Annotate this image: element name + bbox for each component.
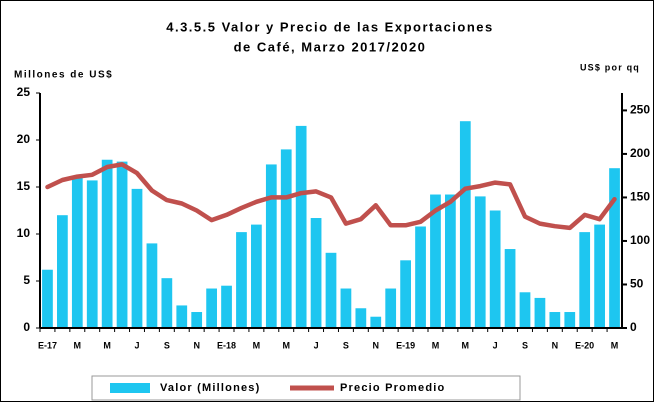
bar: [101, 159, 113, 328]
bar: [534, 297, 546, 328]
bar: [131, 188, 143, 328]
bar: [295, 125, 307, 329]
y2-tick-label: 100: [630, 233, 650, 247]
x-tick-label: E-17: [38, 340, 57, 350]
bar: [504, 249, 516, 328]
y-tick-label: 15: [17, 179, 31, 193]
bar: [519, 292, 531, 328]
legend-label: Valor (Millones): [160, 382, 261, 394]
bar: [251, 224, 262, 328]
y-axis-label: Millones de US$: [14, 70, 113, 81]
legend-label: Precio Promedio: [340, 382, 445, 394]
x-tick-label: J: [134, 340, 139, 350]
x-tick-label: J: [314, 340, 319, 350]
y-tick-label: 25: [17, 85, 31, 99]
y-tick-label: 5: [23, 273, 30, 287]
line: [45, 162, 617, 231]
bar: [206, 288, 217, 328]
bar: [116, 161, 128, 328]
bar: [489, 210, 501, 328]
bar: [325, 252, 337, 328]
x-tick-label: S: [343, 340, 349, 350]
y2-tick-label: 150: [630, 190, 650, 204]
y2-tick-label: 250: [630, 103, 650, 117]
bar: [146, 243, 158, 328]
x-tick-label: M: [282, 340, 290, 350]
bar: [161, 278, 173, 328]
x-tick-label: N: [373, 340, 380, 350]
chart-title: de Café, Marzo 2017/2020: [234, 39, 427, 54]
bar: [459, 121, 471, 328]
bar: [445, 194, 456, 328]
x-tick-label: M: [611, 340, 619, 350]
bar: [42, 269, 53, 328]
y2-tick-label: 50: [630, 277, 644, 291]
y2-axis-label: US$ por qq: [580, 62, 640, 72]
x-tick-label: N: [193, 340, 200, 350]
bar: [474, 196, 486, 328]
chart-title: 4.3.5.5 Valor y Precio de las Exportacio…: [166, 19, 494, 34]
x-tick-label: J: [493, 340, 498, 350]
x-tick-label: M: [253, 340, 261, 350]
bar: [71, 177, 83, 328]
x-tick-label: E-18: [217, 340, 236, 350]
x-tick-label: M: [74, 340, 82, 350]
bar: [340, 288, 352, 328]
y-tick-label: 20: [17, 132, 31, 146]
bar: [594, 224, 605, 328]
legend-swatch: [110, 383, 150, 393]
bar: [236, 232, 247, 328]
x-tick-label: M: [432, 340, 440, 350]
bar: [385, 288, 397, 328]
bar: [280, 149, 292, 328]
bar: [549, 312, 561, 328]
bar: [355, 308, 367, 328]
bar: [430, 194, 441, 328]
x-tick-label: N: [552, 340, 559, 350]
bar: [609, 168, 620, 328]
y2-tick-label: 0: [630, 320, 637, 334]
bar: [57, 215, 68, 328]
bar: [564, 312, 576, 328]
bar: [415, 226, 426, 328]
x-tick-label: S: [164, 340, 170, 350]
x-tick-label: E-19: [396, 340, 415, 350]
x-tick-label: S: [522, 340, 528, 350]
x-tick-label: M: [103, 340, 111, 350]
bar: [191, 312, 203, 328]
bar: [310, 218, 322, 328]
x-tick-label: M: [462, 340, 470, 350]
x-tick-label: E-20: [575, 340, 594, 350]
bar: [400, 260, 411, 328]
bar: [221, 285, 232, 328]
y2-tick-label: 200: [630, 146, 650, 160]
y-tick-label: 10: [17, 226, 31, 240]
bar: [86, 180, 98, 328]
bar: [176, 305, 188, 328]
bar: [579, 232, 591, 328]
bar: [265, 164, 277, 328]
bar: [370, 316, 382, 328]
y-tick-label: 0: [23, 320, 30, 334]
